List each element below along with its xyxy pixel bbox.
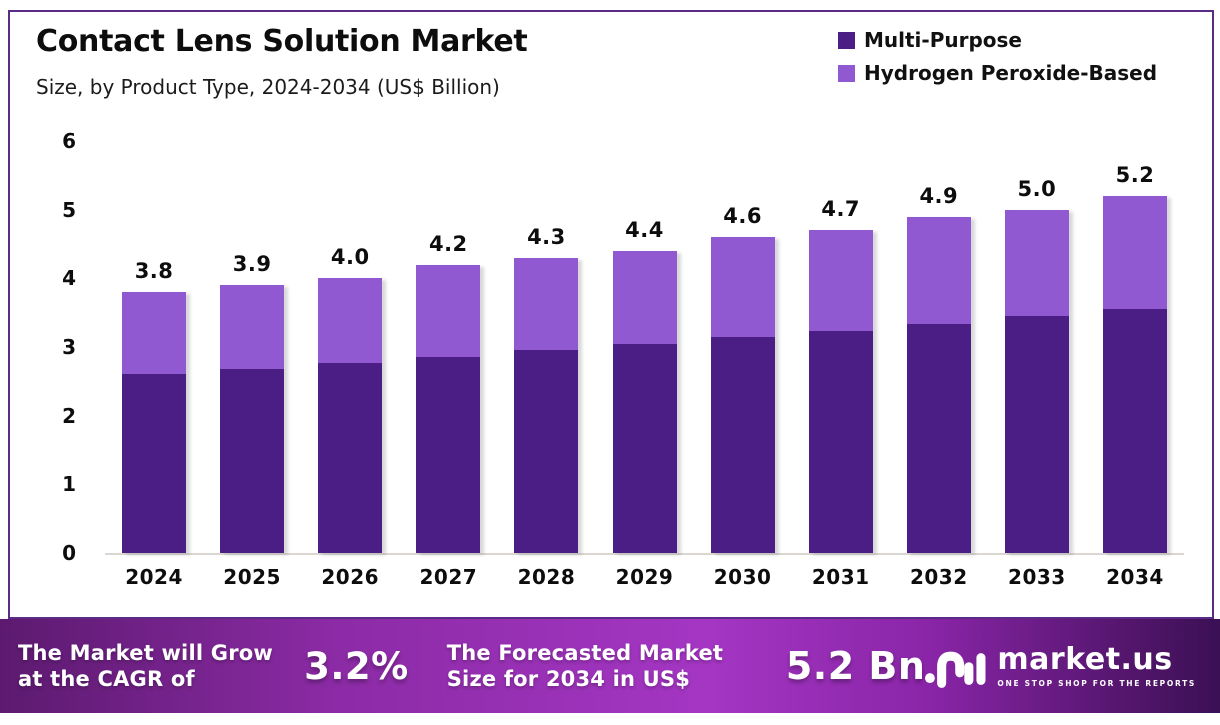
bar-segment-multi-purpose: [416, 356, 481, 553]
plot-area: 0 1 2 3 4 5 6 3.8 3.9 4.0 4.2 4.3 4.4 4.6 4.7 4.9 5.0 5.…: [62, 130, 1184, 564]
stacked-bar: [416, 264, 481, 553]
stacked-bar: [1004, 209, 1069, 553]
y-tick: 4: [62, 266, 76, 291]
bar-total-label: 4.0: [330, 245, 370, 270]
stacked-bar: [612, 250, 677, 553]
chart-panel: Contact Lens Solution Market Size, by Pr…: [8, 10, 1214, 619]
bar-segment-hydrogen-peroxide: [1004, 209, 1069, 317]
bar-segment-hydrogen-peroxide: [906, 216, 971, 324]
chart-subtitle: Size, by Product Type, 2024-2034 (US$ Bi…: [36, 75, 500, 99]
x-axis: 2024 2025 2026 2027 2028 2029 2030 2031 2032 2033…: [105, 565, 1184, 589]
x-tick-label: 2028: [517, 565, 576, 589]
bar-segment-hydrogen-peroxide: [220, 285, 285, 369]
bar-segment-multi-purpose: [808, 330, 873, 553]
y-tick: 6: [62, 129, 76, 153]
bar-segment-hydrogen-peroxide: [122, 292, 187, 375]
cagr-value: 3.2%: [304, 644, 409, 688]
forecast-value: 5.2 Bn: [785, 644, 926, 688]
bar-segment-multi-purpose: [514, 350, 579, 553]
bar-segment-hydrogen-peroxide: [612, 250, 677, 345]
x-tick-label: 2031: [811, 565, 870, 589]
bar-total-label: 5.2: [1115, 162, 1155, 187]
bar-group: 4.3: [497, 141, 595, 553]
bar-segment-hydrogen-peroxide: [808, 230, 873, 331]
logo-text-column: market.us ONE STOP SHOP FOR THE REPORTS: [997, 641, 1196, 688]
legend: Multi-Purpose Hydrogen Peroxide-Based: [838, 28, 1157, 85]
x-tick-label: 2032: [909, 565, 968, 589]
hydrogen-peroxide-swatch-icon: [838, 64, 855, 82]
bar-group: 3.8: [105, 141, 203, 553]
bar-segment-multi-purpose: [710, 337, 775, 553]
bar-segment-multi-purpose: [318, 362, 383, 553]
bar-group: 5.2: [1086, 141, 1184, 553]
bar-segment-hydrogen-peroxide: [318, 278, 383, 363]
cagr-label: The Market will Grow at the CAGR of: [18, 640, 273, 691]
legend-item-multi-purpose: Multi-Purpose: [838, 28, 1157, 52]
x-tick-label: 2025: [223, 565, 281, 589]
bar-total-label: 4.3: [527, 224, 566, 249]
x-tick-label: 2033: [1008, 565, 1066, 589]
stacked-bar: [808, 230, 873, 553]
stacked-bar: [1102, 195, 1167, 553]
multi-purpose-swatch-icon: [838, 31, 855, 49]
bar-total-label: 5.0: [1017, 176, 1057, 201]
bars: 3.8 3.9 4.0 4.2 4.3 4.4 4.6 4.7 4.9 5.0 5.2: [105, 141, 1184, 555]
bar-group: 4.9: [890, 141, 988, 553]
bar-segment-multi-purpose: [1004, 316, 1069, 553]
logo-tagline: ONE STOP SHOP FOR THE REPORTS: [997, 678, 1196, 688]
bottom-banner: The Market will Grow at the CAGR of 3.2%…: [0, 619, 1220, 713]
x-tick-label: 2030: [713, 565, 772, 589]
y-tick: 2: [62, 403, 76, 428]
legend-item-hydrogen-peroxide: Hydrogen Peroxide-Based: [838, 61, 1157, 85]
bar-segment-multi-purpose: [906, 323, 971, 553]
bar-total-label: 4.7: [821, 197, 861, 222]
y-tick: 3: [62, 335, 76, 359]
bar-total-label: 4.2: [428, 231, 468, 256]
chart-header: Contact Lens Solution Market Size, by Pr…: [10, 12, 1212, 99]
bar-group: 4.0: [301, 141, 399, 553]
bar-segment-multi-purpose: [220, 368, 285, 553]
x-tick-label: 2029: [615, 565, 674, 589]
bar-segment-hydrogen-peroxide: [514, 257, 579, 351]
x-tick-label: 2026: [321, 565, 380, 589]
bar-group: 4.6: [694, 141, 792, 553]
bar-total-label: 4.6: [723, 204, 762, 229]
x-tick-label: 2027: [419, 565, 478, 589]
bar-total-label: 3.8: [134, 259, 174, 284]
bar-group: 5.0: [988, 141, 1086, 553]
bar-total-label: 4.9: [919, 183, 959, 208]
bar-group: 3.9: [203, 141, 301, 553]
market-us-logo-icon: [925, 651, 986, 688]
stacked-bar: [710, 237, 775, 553]
bar-segment-multi-purpose: [612, 344, 677, 553]
bar-segment-hydrogen-peroxide: [1102, 195, 1167, 309]
bar-total-label: 3.9: [232, 252, 272, 277]
logo-text: market.us: [997, 641, 1173, 677]
stacked-bar: [318, 278, 383, 553]
bar-segment-multi-purpose: [1102, 308, 1167, 553]
y-tick: 1: [62, 472, 76, 497]
stacked-bar: [514, 257, 579, 553]
bar-segment-multi-purpose: [122, 374, 187, 553]
bar-segment-hydrogen-peroxide: [710, 237, 775, 338]
legend-label: Multi-Purpose: [864, 28, 1022, 52]
stacked-bar: [220, 285, 285, 553]
y-tick: 5: [62, 197, 76, 222]
forecast-label: The Forecasted Market Size for 2034 in U…: [446, 640, 724, 691]
legend-label: Hydrogen Peroxide-Based: [864, 61, 1158, 85]
market-us-logo: market.us ONE STOP SHOP FOR THE REPORTS: [925, 642, 1196, 690]
y-tick: 0: [62, 541, 76, 565]
x-tick-label: 2034: [1106, 565, 1164, 589]
y-axis: 0 1 2 3 4 5 6: [35, 130, 90, 564]
bar-total-label: 4.4: [625, 217, 664, 242]
bar-group: 4.4: [595, 141, 693, 553]
bar-group: 4.7: [792, 141, 890, 553]
bar-group: 4.2: [399, 141, 497, 553]
x-tick-label: 2024: [125, 565, 183, 589]
stacked-bar: [906, 216, 971, 553]
bar-segment-hydrogen-peroxide: [416, 264, 481, 357]
stacked-bar: [122, 292, 187, 553]
page-title: Contact Lens Solution Market: [36, 24, 528, 59]
